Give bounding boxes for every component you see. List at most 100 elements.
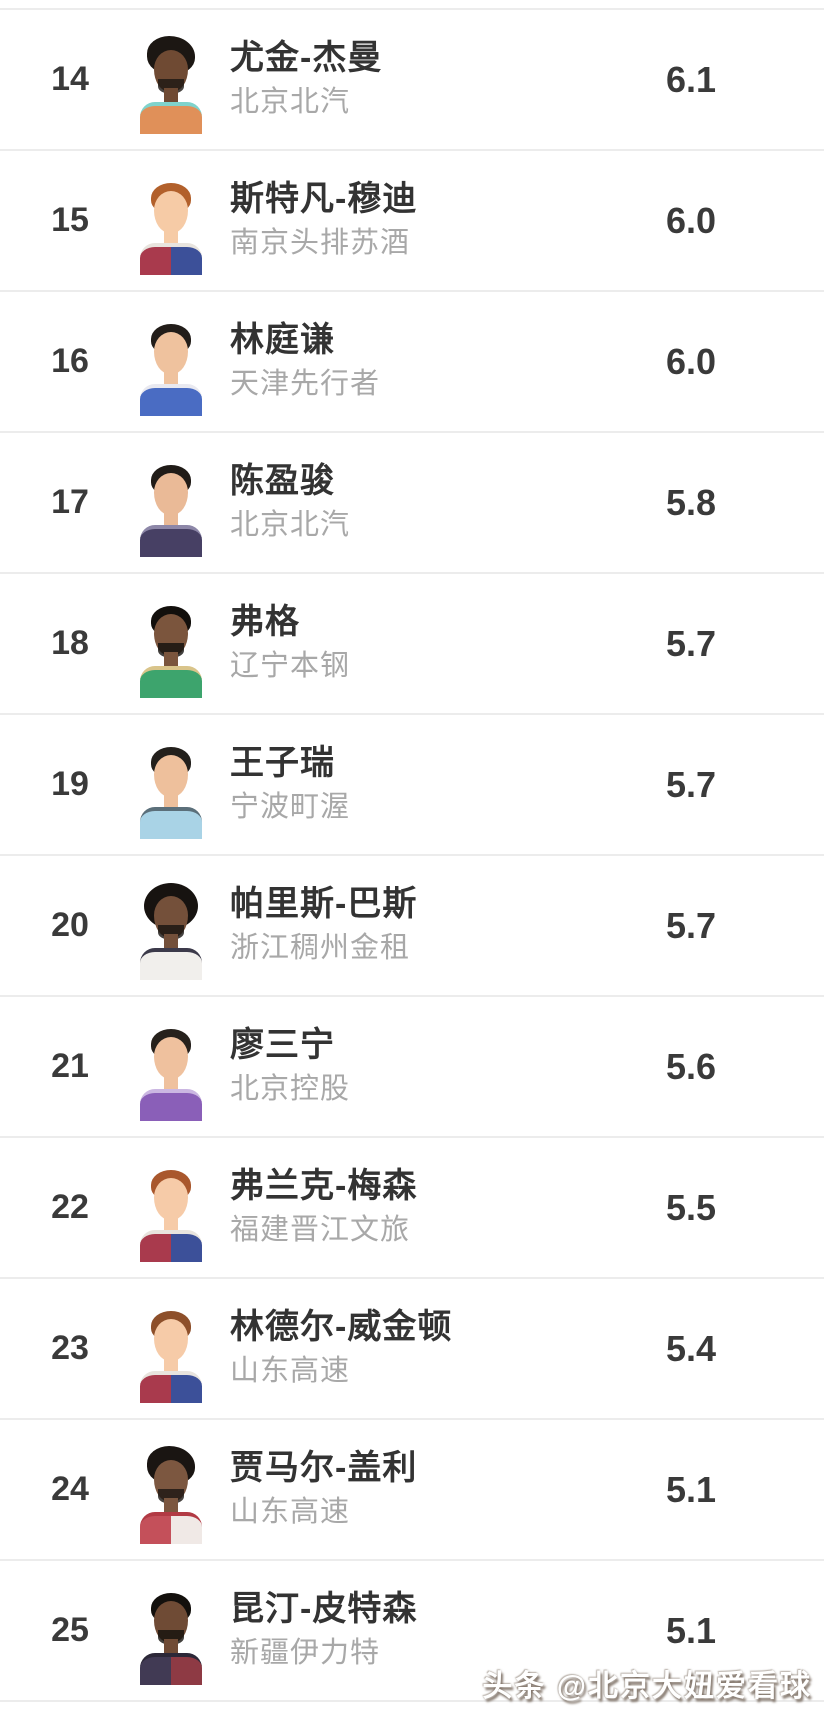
player-avatar xyxy=(140,1310,202,1403)
player-info-block: 林庭谦 天津先行者 xyxy=(230,321,381,401)
avatar-head-shape xyxy=(154,472,188,515)
player-team: 北京北汽 xyxy=(230,86,351,119)
stat-value: 5.7 xyxy=(665,904,717,946)
avatar-neck-shape xyxy=(164,933,178,952)
stat-value: 5.6 xyxy=(665,1045,717,1087)
avatar-jersey-shape xyxy=(140,1088,202,1121)
player-name: 尤金-杰曼 xyxy=(230,38,383,77)
rank-label: 22 xyxy=(51,1188,89,1226)
rank-label: 25 xyxy=(51,1611,89,1649)
stat-value: 5.7 xyxy=(665,763,717,805)
player-avatar xyxy=(140,323,202,416)
player-team: 辽宁本钢 xyxy=(230,650,351,683)
rank-label: 20 xyxy=(51,906,89,944)
player-avatar xyxy=(140,882,202,980)
player-name: 斯特凡-穆迪 xyxy=(230,179,418,218)
list-item-player-row[interactable]: 25 昆汀-皮特森 新疆伊力特 5.1 xyxy=(0,1561,824,1702)
player-avatar xyxy=(140,1169,202,1262)
stat-value: 5.5 xyxy=(665,1186,717,1228)
rank-label: 16 xyxy=(51,342,89,380)
avatar-jersey-shape xyxy=(140,1511,202,1544)
list-item-player-row[interactable]: 17 陈盈骏 北京北汽 5.8 xyxy=(0,433,824,574)
avatar-neck-shape xyxy=(164,651,178,670)
player-team: 北京控股 xyxy=(230,1073,351,1106)
player-name: 贾马尔-盖利 xyxy=(230,1448,418,1487)
list-item-player-row[interactable]: 23 林德尔-威金顿 山东高速 5.4 xyxy=(0,1279,824,1420)
player-name: 廖三宁 xyxy=(230,1025,335,1064)
list-item-player-row[interactable]: 20 帕里斯-巴斯 浙江稠州金租 5.7 xyxy=(0,856,824,997)
player-team: 福建晋江文旅 xyxy=(230,1214,411,1247)
avatar-jersey-shape xyxy=(140,665,202,698)
player-avatar xyxy=(140,1445,202,1544)
player-avatar xyxy=(140,605,202,698)
player-info-block: 王子瑞 宁波町渥 xyxy=(230,744,351,824)
player-info-block: 帕里斯-巴斯 浙江稠州金租 xyxy=(230,884,418,965)
player-team: 山东高速 xyxy=(230,1496,351,1529)
avatar-head-shape xyxy=(154,1318,188,1361)
avatar-jersey-shape xyxy=(140,524,202,557)
rank-label: 24 xyxy=(51,1470,89,1508)
rank-label: 17 xyxy=(51,483,89,521)
avatar-jersey-shape xyxy=(140,101,202,134)
list-item-player-row[interactable]: 14 尤金-杰曼 北京北汽 6.1 xyxy=(0,10,824,151)
player-info-block: 昆汀-皮特森 新疆伊力特 xyxy=(230,1589,418,1670)
player-info-block: 陈盈骏 北京北汽 xyxy=(230,462,351,542)
player-avatar xyxy=(140,182,202,275)
stat-value: 5.8 xyxy=(665,481,717,523)
row-divider xyxy=(0,0,824,10)
list-item-player-row[interactable]: 18 弗格 辽宁本钢 5.7 xyxy=(0,574,824,715)
avatar-jersey-shape xyxy=(140,242,202,275)
rank-label: 19 xyxy=(51,765,89,803)
list-item-player-row[interactable]: 15 斯特凡-穆迪 南京头排苏酒 6.0 xyxy=(0,151,824,292)
avatar-head-shape xyxy=(154,1177,188,1220)
rank-label: 14 xyxy=(51,60,89,98)
player-avatar xyxy=(140,746,202,839)
stat-value: 5.1 xyxy=(665,1468,717,1510)
player-info-block: 弗格 辽宁本钢 xyxy=(230,603,351,683)
player-team: 宁波町渥 xyxy=(230,791,351,824)
avatar-neck-shape xyxy=(164,1356,178,1375)
player-name: 昆汀-皮特森 xyxy=(230,1589,418,1628)
rank-label: 15 xyxy=(51,201,89,239)
player-team: 新疆伊力特 xyxy=(230,1637,381,1670)
avatar-neck-shape xyxy=(164,87,178,106)
stat-value: 5.1 xyxy=(665,1609,717,1651)
avatar-neck-shape xyxy=(164,228,178,247)
list-item-player-row[interactable]: 21 廖三宁 北京控股 5.6 xyxy=(0,997,824,1138)
list-item-player-row[interactable]: 16 林庭谦 天津先行者 6.0 xyxy=(0,292,824,433)
player-info-block: 廖三宁 北京控股 xyxy=(230,1025,351,1106)
list-item-player-row[interactable]: 24 贾马尔-盖利 山东高速 5.1 xyxy=(0,1420,824,1561)
player-team: 山东高速 xyxy=(230,1355,351,1388)
avatar-neck-shape xyxy=(164,1215,178,1234)
player-team: 天津先行者 xyxy=(230,368,381,401)
avatar-jersey-shape xyxy=(140,1652,202,1685)
player-ranking-list: 14 尤金-杰曼 北京北汽 6.1 15 斯特凡-穆迪 南京头排苏酒 6.0 1… xyxy=(0,10,824,1702)
avatar-neck-shape xyxy=(164,510,178,529)
player-team: 南京头排苏酒 xyxy=(230,227,411,260)
stat-value: 5.7 xyxy=(665,622,717,664)
player-info-block: 贾马尔-盖利 山东高速 xyxy=(230,1448,418,1529)
avatar-head-shape xyxy=(154,190,188,233)
stat-value: 6.1 xyxy=(665,58,717,100)
rank-label: 18 xyxy=(51,624,89,662)
player-team: 北京北汽 xyxy=(230,509,351,542)
player-team: 浙江稠州金租 xyxy=(230,932,411,965)
stat-value: 6.0 xyxy=(665,340,717,382)
player-info-block: 弗兰克-梅森 福建晋江文旅 xyxy=(230,1166,418,1247)
watermark-text: 头条 @北京大妞爱看球 xyxy=(482,1670,812,1703)
list-item-player-row[interactable]: 22 弗兰克-梅森 福建晋江文旅 5.5 xyxy=(0,1138,824,1279)
stat-value: 6.0 xyxy=(665,199,717,241)
player-name: 林德尔-威金顿 xyxy=(230,1307,453,1346)
avatar-jersey-shape xyxy=(140,383,202,416)
player-avatar xyxy=(140,1592,202,1685)
player-name: 帕里斯-巴斯 xyxy=(230,884,418,923)
player-name: 弗兰克-梅森 xyxy=(230,1166,418,1205)
avatar-head-shape xyxy=(154,1036,188,1079)
list-item-player-row[interactable]: 19 王子瑞 宁波町渥 5.7 xyxy=(0,715,824,856)
stat-value: 5.4 xyxy=(665,1327,717,1369)
avatar-jersey-shape xyxy=(140,1370,202,1403)
avatar-jersey-shape xyxy=(140,947,202,980)
player-avatar xyxy=(140,1028,202,1121)
avatar-jersey-shape xyxy=(140,806,202,839)
